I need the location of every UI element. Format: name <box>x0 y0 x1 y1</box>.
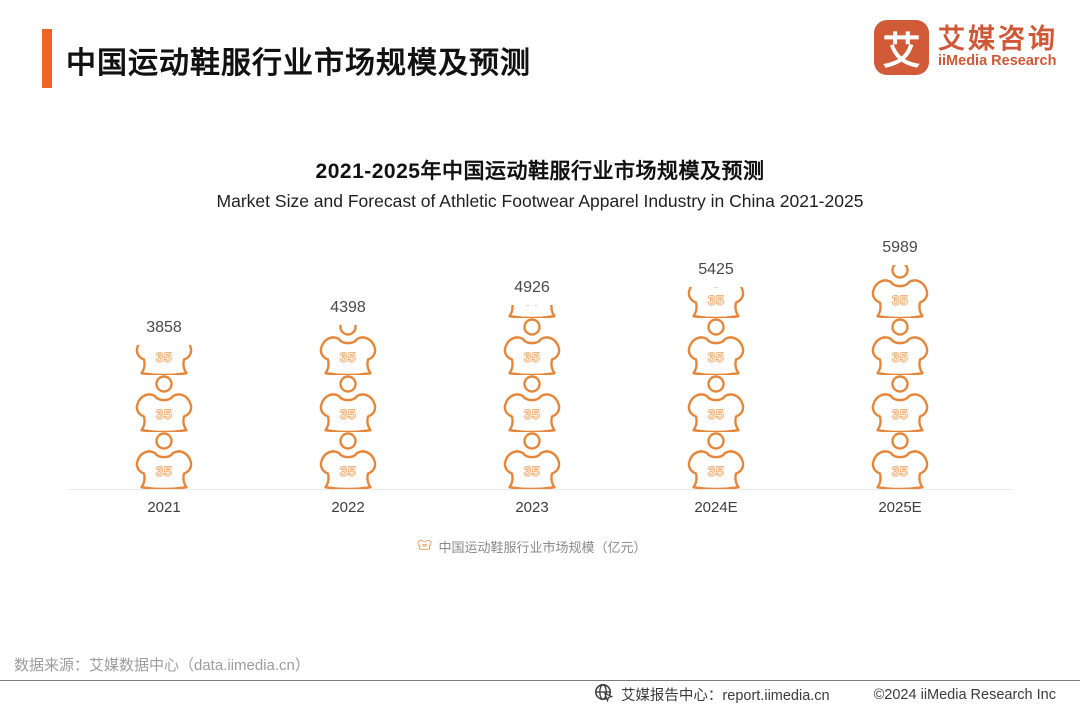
x-axis-label-2025E: 2025E <box>878 499 922 516</box>
iimedia-logo-icon: 艾 <box>874 20 929 75</box>
pictogram-bar: 35 35 35 35 <box>865 265 935 489</box>
svg-text:35: 35 <box>892 349 909 365</box>
value-label: 5425 <box>698 261 734 278</box>
value-label: 4926 <box>514 279 550 296</box>
pictogram-bar: 35 35 35 35 <box>681 287 751 489</box>
jersey-icon: 35 <box>687 287 745 318</box>
svg-text:35: 35 <box>156 349 173 365</box>
logo-name-en: iiMedia Research <box>938 52 1057 69</box>
svg-text:35: 35 <box>524 349 541 365</box>
jersey-icon: 35 <box>319 375 377 432</box>
x-axis-label-2021: 2021 <box>147 499 181 516</box>
jersey-icon: 35 <box>508 305 556 318</box>
title-accent-bar <box>42 29 52 88</box>
svg-text:35: 35 <box>423 542 428 547</box>
bar-column-2022: 4398 35 35 35 <box>256 299 440 489</box>
pictogram-bar: 35 35 35 <box>313 325 383 489</box>
jersey-icon: 35 <box>871 318 929 375</box>
data-source-note: 数据来源：艾媒数据中心（data.iimedia.cn） <box>14 657 310 674</box>
jersey-icon: 35 <box>135 375 193 432</box>
x-axis-label-2023: 2023 <box>515 499 549 516</box>
footer-divider <box>0 680 1080 681</box>
x-axis-line <box>68 489 1013 490</box>
svg-text:35: 35 <box>340 349 357 365</box>
jersey-icon: 35 <box>687 375 745 432</box>
svg-text:35: 35 <box>524 463 541 479</box>
svg-text:35: 35 <box>708 463 725 479</box>
svg-text:35: 35 <box>340 463 357 479</box>
footer-bar: 艾媒报告中心：report.iimedia.cn ©2024 iiMedia R… <box>594 683 1056 706</box>
legend-jersey-icon: 35 <box>417 538 432 556</box>
value-label: 3858 <box>146 319 182 336</box>
pictogram-bar: 35 35 35 <box>129 345 199 489</box>
iimedia-logo: 艾 艾媒咨询 iiMedia Research <box>874 20 1058 75</box>
jersey-icon: 35 <box>503 318 561 375</box>
pictogram-bar: 35 35 35 35 <box>497 305 567 489</box>
jersey-icon: 35 <box>871 265 929 318</box>
bar-column-2024E: 5425 35 35 35 35 <box>624 261 808 489</box>
svg-text:35: 35 <box>156 463 173 479</box>
bar-column-2025E: 5989 35 35 35 35 <box>808 239 992 489</box>
svg-text:35: 35 <box>708 406 725 422</box>
jersey-icon: 35 <box>503 375 561 432</box>
logo-name-cn: 艾媒咨询 <box>938 24 1058 55</box>
legend-label: 中国运动鞋服行业市场规模（亿元） <box>438 540 647 555</box>
jersey-icon: 35 <box>687 432 745 489</box>
legend: 35 中国运动鞋服行业市场规模（亿元） <box>72 537 992 556</box>
jersey-icon: 35 <box>871 432 929 489</box>
globe-cursor-icon <box>594 683 614 706</box>
jersey-icon: 35 <box>871 375 929 432</box>
chart-title: 2021-2025年中国运动鞋服行业市场规模及预测 <box>315 160 765 183</box>
bar-column-2021: 3858 35 35 35 <box>72 319 256 489</box>
pictogram-bar-chart: 3858353535439835353549263535353554253535… <box>68 236 1013 556</box>
page-title: 中国运动鞋服行业市场规模及预测 <box>66 47 531 80</box>
svg-text:35: 35 <box>892 463 909 479</box>
svg-text:35: 35 <box>156 406 173 422</box>
report-center-link[interactable]: 艾媒报告中心：report.iimedia.cn <box>620 688 830 704</box>
jersey-icon: 35 <box>319 325 377 375</box>
jersey-icon: 35 <box>687 318 745 375</box>
svg-text:35: 35 <box>708 292 725 308</box>
jersey-icon: 35 <box>135 432 193 489</box>
svg-text:35: 35 <box>708 349 725 365</box>
value-label: 4398 <box>330 299 366 316</box>
jersey-icon: 35 <box>135 345 193 375</box>
value-label: 5989 <box>882 239 918 256</box>
jersey-icon: 35 <box>319 432 377 489</box>
jersey-icon: 35 <box>503 432 561 489</box>
svg-text:35: 35 <box>524 406 541 422</box>
svg-text:35: 35 <box>524 305 541 308</box>
x-axis-label-2024E: 2024E <box>694 499 738 516</box>
svg-text:35: 35 <box>892 406 909 422</box>
bars-row: 3858353535439835353549263535353554253535… <box>72 236 992 489</box>
chart-subtitle: Market Size and Forecast of Athletic Foo… <box>216 191 864 211</box>
x-axis-label-2022: 2022 <box>331 499 365 516</box>
x-axis-labels: 2021 2022 2023 2024E 2025E <box>72 489 992 516</box>
copyright-text: ©2024 iiMedia Research Inc <box>873 686 1056 703</box>
bar-column-2023: 4926 35 35 35 35 <box>440 279 624 489</box>
svg-text:35: 35 <box>340 406 357 422</box>
header: 中国运动鞋服行业市场规模及预测 艾 艾媒咨询 iiMedia Research <box>0 0 1080 100</box>
svg-text:35: 35 <box>892 292 909 308</box>
